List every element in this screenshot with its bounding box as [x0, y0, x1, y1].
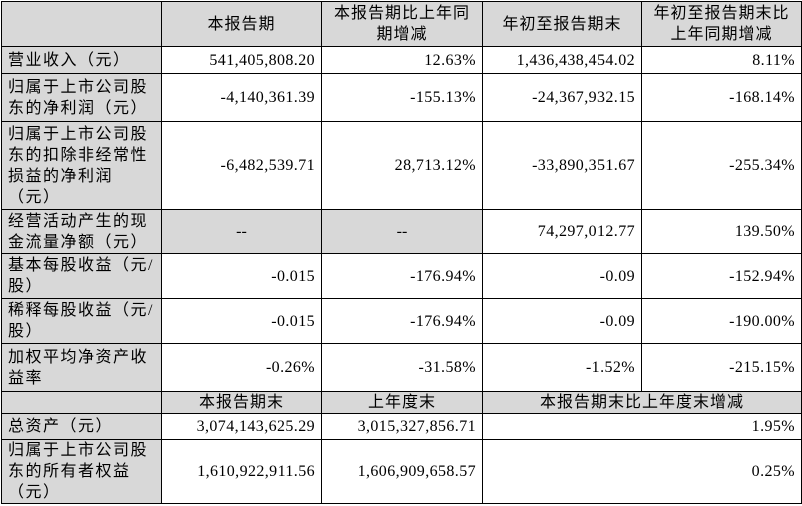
row-diluted-eps: 稀释每股收益（元/股） -0.015 -176.94% -0.09 -190.0…	[1, 298, 802, 344]
dash-cell: --	[321, 209, 483, 254]
value-cell: 1,610,922,911.56	[161, 439, 322, 504]
value-cell: 8.11%	[641, 46, 802, 74]
row-equity-attributable-to-shareholders: 归属于上市公司股东的所有者权益（元） 1,610,922,911.56 1,60…	[1, 439, 802, 504]
row-operating-cash-flow: 经营活动产生的现金流量净额（元） -- -- 74,297,012.77 139…	[1, 209, 802, 254]
row-total-assets: 总资产（元） 3,074,143,625.29 3,015,327,856.71…	[1, 413, 802, 440]
row-operating-revenue: 营业收入（元） 541,405,808.20 12.63% 1,436,438,…	[1, 46, 802, 74]
corner-cell	[1, 1, 162, 47]
value-cell: -0.09	[482, 298, 642, 344]
header-current-period: 本报告期	[161, 1, 322, 47]
corner-cell	[1, 391, 162, 414]
value-cell: 28,713.12%	[321, 121, 483, 210]
value-cell: -190.00%	[641, 298, 802, 344]
value-cell: 1.95%	[482, 413, 802, 440]
value-cell: -255.34%	[641, 121, 802, 210]
header-ytd-vs-prior-yoy: 年初至报告期末比上年同期增减	[641, 1, 802, 47]
row-basic-eps: 基本每股收益（元/股） -0.015 -176.94% -0.09 -152.9…	[1, 253, 802, 299]
value-cell: -168.14%	[641, 73, 802, 122]
value-cell: -152.94%	[641, 253, 802, 299]
value-cell: 74,297,012.77	[482, 209, 642, 254]
row-label: 基本每股收益（元/股）	[1, 253, 162, 299]
value-cell: -0.015	[161, 298, 322, 344]
value-cell: -0.015	[161, 253, 322, 299]
row-label: 稀释每股收益（元/股）	[1, 298, 162, 344]
row-label: 归属于上市公司股东的扣除非经常性损益的净利润（元）	[1, 121, 162, 210]
row-weighted-avg-roe: 加权平均净资产收益率 -0.26% -31.58% -1.52% -215.15…	[1, 343, 802, 392]
header-prior-year-end: 上年度末	[321, 391, 483, 414]
row-label: 归属于上市公司股东的净利润（元）	[1, 73, 162, 122]
row-label: 加权平均净资产收益率	[1, 343, 162, 392]
header-period-end-vs-prior-year-end: 本报告期末比上年度末增减	[482, 391, 802, 414]
value-cell: 3,015,327,856.71	[321, 413, 483, 440]
value-cell: 1,436,438,454.02	[482, 46, 642, 74]
value-cell: -176.94%	[321, 298, 483, 344]
value-cell: -31.58%	[321, 343, 483, 392]
header-ytd: 年初至报告期末	[482, 1, 642, 47]
value-cell: -155.13%	[321, 73, 483, 122]
value-cell: 3,074,143,625.29	[161, 413, 322, 440]
row-net-profit: 归属于上市公司股东的净利润（元） -4,140,361.39 -155.13% …	[1, 73, 802, 122]
value-cell: -176.94%	[321, 253, 483, 299]
value-cell: -215.15%	[641, 343, 802, 392]
value-cell: -1.52%	[482, 343, 642, 392]
header-row-period-end: 本报告期末 上年度末 本报告期末比上年度末增减	[1, 391, 802, 414]
value-cell: 12.63%	[321, 46, 483, 74]
row-label: 总资产（元）	[1, 413, 162, 440]
row-label: 营业收入（元）	[1, 46, 162, 74]
header-row-period: 本报告期 本报告期比上年同期增减 年初至报告期末 年初至报告期末比上年同期增减	[1, 1, 802, 47]
value-cell: 1,606,909,658.57	[321, 439, 483, 504]
value-cell: -24,367,932.15	[482, 73, 642, 122]
value-cell: -33,890,351.67	[482, 121, 642, 210]
row-label: 归属于上市公司股东的所有者权益（元）	[1, 439, 162, 504]
header-current-vs-prior-yoy: 本报告期比上年同期增减	[321, 1, 483, 47]
dash-cell: --	[161, 209, 322, 254]
header-period-end: 本报告期末	[161, 391, 322, 414]
value-cell: -0.26%	[161, 343, 322, 392]
row-label: 经营活动产生的现金流量净额（元）	[1, 209, 162, 254]
value-cell: 0.25%	[482, 439, 802, 504]
value-cell: -0.09	[482, 253, 642, 299]
value-cell: 139.50%	[641, 209, 802, 254]
value-cell: -6,482,539.71	[161, 121, 322, 210]
value-cell: -4,140,361.39	[161, 73, 322, 122]
value-cell: 541,405,808.20	[161, 46, 322, 74]
row-net-profit-excl-nonrecurring: 归属于上市公司股东的扣除非经常性损益的净利润（元） -6,482,539.71 …	[1, 121, 802, 210]
